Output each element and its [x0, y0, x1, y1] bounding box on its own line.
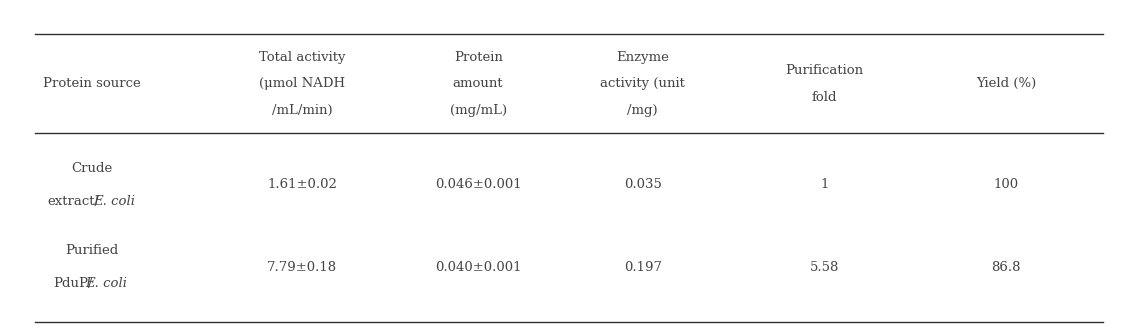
Text: Crude: Crude — [72, 162, 113, 174]
Text: Enzyme: Enzyme — [617, 51, 669, 64]
Text: /mL/min): /mL/min) — [272, 104, 332, 117]
Text: Purified: Purified — [66, 244, 118, 257]
Text: Protein: Protein — [454, 51, 503, 64]
Text: Purification: Purification — [785, 64, 864, 77]
Text: extract/: extract/ — [47, 195, 99, 208]
Text: (mg/mL): (mg/mL) — [450, 104, 506, 117]
Text: Yield (%): Yield (%) — [976, 78, 1037, 91]
Text: 5.58: 5.58 — [810, 261, 839, 274]
Text: 1.61±0.02: 1.61±0.02 — [267, 178, 337, 191]
Text: Total activity: Total activity — [259, 51, 346, 64]
Text: 100: 100 — [993, 178, 1019, 191]
Text: Protein source: Protein source — [43, 78, 141, 91]
Text: 0.040±0.001: 0.040±0.001 — [435, 261, 521, 274]
Text: fold: fold — [811, 91, 838, 104]
Text: /mg): /mg) — [627, 104, 658, 117]
Text: (μmol NADH: (μmol NADH — [259, 78, 345, 91]
Text: 0.035: 0.035 — [624, 178, 661, 191]
Text: PduP/: PduP/ — [53, 277, 93, 290]
Text: 7.79±0.18: 7.79±0.18 — [267, 261, 337, 274]
Text: E. coli: E. coli — [93, 195, 135, 208]
Text: 1: 1 — [820, 178, 828, 191]
Text: E. coli: E. coli — [85, 277, 126, 290]
Text: 86.8: 86.8 — [991, 261, 1021, 274]
Text: 0.197: 0.197 — [624, 261, 662, 274]
Text: 0.046±0.001: 0.046±0.001 — [435, 178, 521, 191]
Text: activity (unit: activity (unit — [601, 78, 685, 91]
Text: amount: amount — [453, 78, 503, 91]
